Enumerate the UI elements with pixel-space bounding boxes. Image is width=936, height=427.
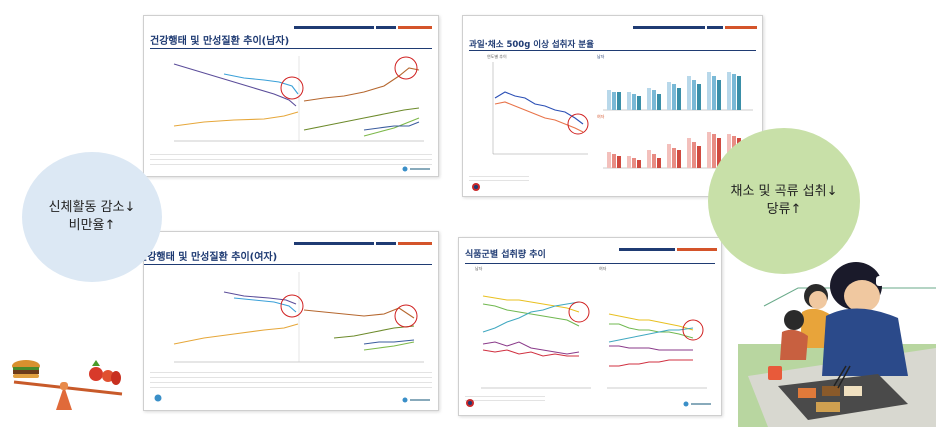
male-trend-chart xyxy=(173,56,424,142)
cholesterol-line xyxy=(363,339,415,345)
slide-title: 건강행태 및 만성질환 추이(남자) xyxy=(150,36,290,47)
hypertension-line xyxy=(333,325,415,339)
agency-logo-icon xyxy=(402,397,430,403)
slide-title: 건강행태 및 만성질환 추이(여자) xyxy=(143,252,278,263)
agency-logo-icon xyxy=(683,401,711,407)
highlight-circle xyxy=(280,294,304,318)
fruit-bar-chart-male xyxy=(603,72,753,111)
seesaw-burger-vegetables-icon xyxy=(12,360,123,410)
slide-title: 과일·채소 500g 이상 섭취자 분율 xyxy=(469,40,594,50)
agency-logo-icon xyxy=(466,399,474,407)
obesity-line xyxy=(303,67,420,102)
female-trend-chart xyxy=(173,272,424,363)
subtitle: 연도별 추이 xyxy=(487,54,507,59)
slide-title: 식품군별 섭취량 추이 xyxy=(465,250,546,260)
agency-logo-icon xyxy=(402,166,430,172)
diabetes-line xyxy=(363,341,415,351)
highlight-circle xyxy=(280,76,304,100)
subtitle: 남자 xyxy=(475,266,483,271)
smoking-line xyxy=(223,291,297,305)
students-eating-lunch-illustration xyxy=(738,262,936,427)
subtitle: 여자 xyxy=(599,266,607,271)
highlight-circle xyxy=(567,113,589,135)
subtitle: 남자 xyxy=(597,54,605,59)
highlight-circle xyxy=(394,56,418,80)
bubble-line: 비만율↑ xyxy=(68,218,116,233)
summary-bubble-right: 채소 및 곡류 섭취↓ 당류↑ xyxy=(708,128,860,274)
bubble-line: 당류↑ xyxy=(766,202,802,217)
drinking-line xyxy=(223,73,299,95)
highlight-circle xyxy=(682,319,704,341)
highlight-circle xyxy=(568,301,590,323)
slide-female-trends: 건강행태 및 만성질환 추이(여자) xyxy=(143,231,439,411)
subtitle: 여자 xyxy=(597,114,605,119)
female-series-line xyxy=(494,101,584,133)
hypertension-line xyxy=(303,107,420,131)
highlight-circle xyxy=(394,304,418,328)
fruit-line-chart xyxy=(492,62,589,155)
exercise-line xyxy=(173,323,299,345)
bubble-line: 신체활동 감소↓ xyxy=(48,200,136,215)
male-series-line xyxy=(494,91,584,125)
bubble-line: 채소 및 곡류 섭취↓ xyxy=(730,184,838,199)
diabetes-line xyxy=(363,117,420,137)
slide-food-groups: 식품군별 섭취량 추이 남자 여자 xyxy=(458,237,722,416)
slide-male-trends: 건강행태 및 만성질환 추이(남자) xyxy=(143,15,439,177)
smoking-line xyxy=(173,63,297,107)
exercise-line xyxy=(173,111,299,127)
agency-logo-icon xyxy=(472,183,480,191)
summary-bubble-left: 신체활동 감소↓ 비만율↑ xyxy=(22,152,162,282)
cholesterol-line xyxy=(363,121,420,131)
drinking-line xyxy=(233,297,297,313)
food-chart-male xyxy=(481,295,591,389)
agency-logo-icon xyxy=(154,394,162,402)
food-chart-female xyxy=(607,313,707,389)
